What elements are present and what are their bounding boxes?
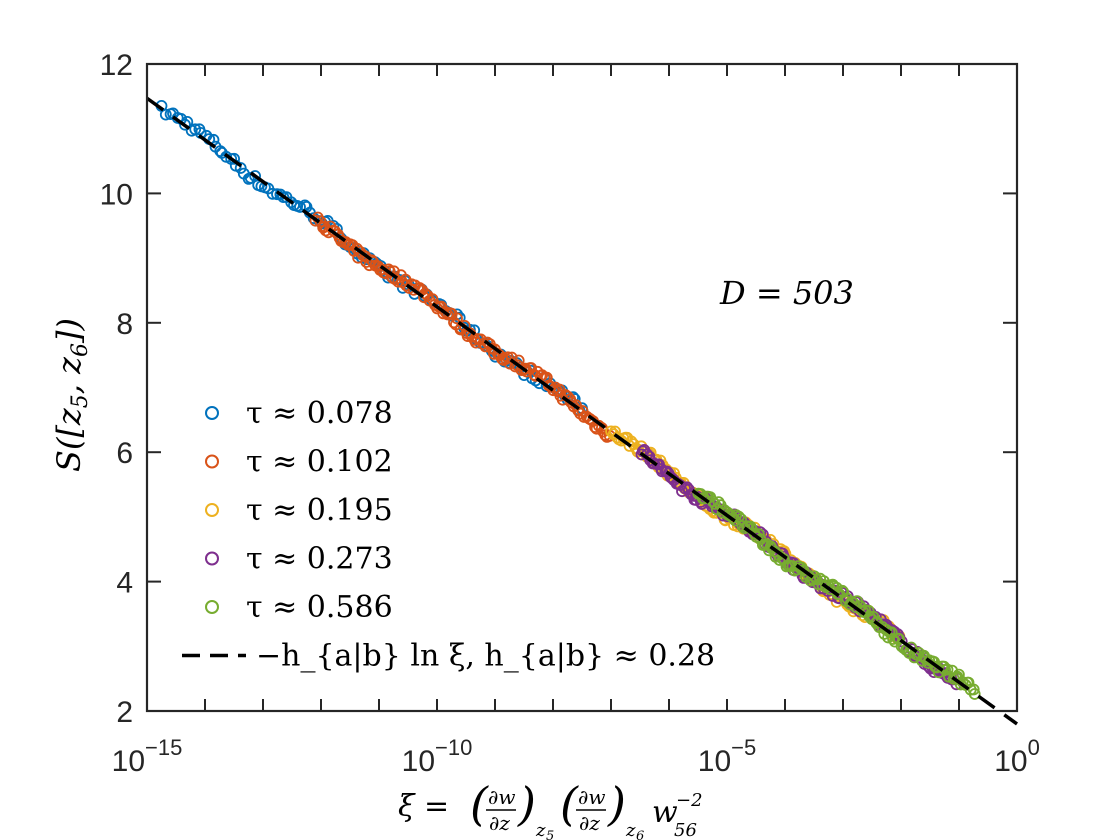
data-point	[461, 330, 474, 343]
svg-text:−2: −2	[676, 790, 703, 811]
data-point	[458, 319, 471, 332]
data-point	[307, 212, 320, 225]
y-tick-label: 8	[116, 308, 133, 341]
legend-label: τ ≈ 0.586	[246, 590, 393, 625]
data-point	[887, 633, 899, 645]
x-tick-label: 10−10	[402, 735, 473, 778]
data-point	[954, 678, 967, 691]
svg-text:∂w: ∂w	[488, 785, 515, 809]
data-point	[968, 688, 981, 700]
svg-text:z: z	[625, 820, 636, 840]
data-point	[893, 633, 905, 645]
legend-fit-label: −h_{a|b} ln ξ, h_{a|b} ≈ 0.28	[256, 639, 715, 674]
data-point	[795, 561, 808, 574]
data-point	[234, 162, 247, 174]
svg-text:∂w: ∂w	[578, 785, 605, 809]
y-tick-label: 10	[100, 178, 133, 211]
data-point	[574, 407, 587, 420]
y-tick-label: 6	[116, 437, 133, 470]
svg-text:6: 6	[636, 829, 644, 840]
data-point	[309, 214, 322, 227]
data-point	[285, 196, 298, 209]
x-axis-label-xi: ξ =	[398, 789, 449, 824]
data-point	[863, 610, 876, 623]
svg-text:z: z	[535, 820, 546, 840]
axes-box	[145, 62, 1019, 713]
legend: τ ≈ 0.078 τ ≈ 0.102 τ ≈ 0.195 τ ≈ 0.273 τ ≈ …	[182, 396, 715, 674]
plot-frame	[147, 64, 1017, 711]
y-tick-label: 4	[116, 567, 133, 600]
x-tick-label: 10−15	[112, 735, 183, 778]
x-axis-label: ξ = ( ∂w ∂z ) z 5 ( ∂w ∂z ) z 6 w 56 −2	[398, 777, 703, 840]
data-point	[501, 351, 514, 364]
svg-text:5: 5	[546, 829, 554, 840]
y-axis-label: S([z5, z6])	[50, 318, 93, 472]
legend-marker	[205, 406, 219, 420]
svg-text:w: w	[652, 795, 678, 830]
svg-text:∂z: ∂z	[579, 811, 600, 835]
legend-label: τ ≈ 0.273	[246, 542, 393, 577]
svg-text:(: (	[470, 777, 489, 831]
data-point	[351, 242, 363, 255]
data-point	[716, 506, 729, 519]
y-tick-label: 2	[116, 696, 133, 729]
y-tick-label: 12	[100, 49, 133, 82]
svg-text:(: (	[560, 777, 579, 831]
data-point	[880, 623, 892, 636]
fit-line	[145, 96, 1019, 726]
data-point	[451, 312, 463, 325]
svg-text:∂z: ∂z	[489, 811, 510, 835]
data-point	[605, 425, 617, 438]
legend-marker	[205, 551, 219, 566]
data-point	[599, 429, 612, 442]
legend-label: τ ≈ 0.102	[246, 445, 393, 480]
data-point	[179, 118, 191, 131]
legend-label: τ ≈ 0.078	[246, 396, 393, 431]
svg-text:): )	[517, 777, 536, 831]
data-point	[274, 188, 287, 201]
data-point	[656, 465, 668, 478]
data-point	[518, 363, 530, 376]
ticks-layer	[146, 63, 1018, 712]
data-point	[967, 683, 980, 696]
svg-text:56: 56	[674, 820, 697, 840]
legend-marker	[205, 600, 219, 614]
svg-text:): )	[607, 777, 626, 831]
d-annotation: D = 503	[719, 274, 854, 312]
legend-marker	[205, 454, 219, 469]
y-axis-label-text: S([z5, z6])	[50, 318, 93, 472]
legend-label: τ ≈ 0.195	[246, 493, 393, 528]
data-point	[572, 404, 584, 417]
data-point	[528, 368, 541, 381]
data-point	[294, 201, 306, 213]
tick-labels: 2 4 6 8 10 12 10−15 10−10 10−5 100	[100, 49, 1040, 778]
data-point	[159, 108, 172, 121]
x-tick-label: 10−5	[698, 735, 756, 778]
legend-marker	[205, 503, 219, 517]
data-point	[712, 496, 725, 509]
x-tick-label: 100	[994, 735, 1040, 778]
